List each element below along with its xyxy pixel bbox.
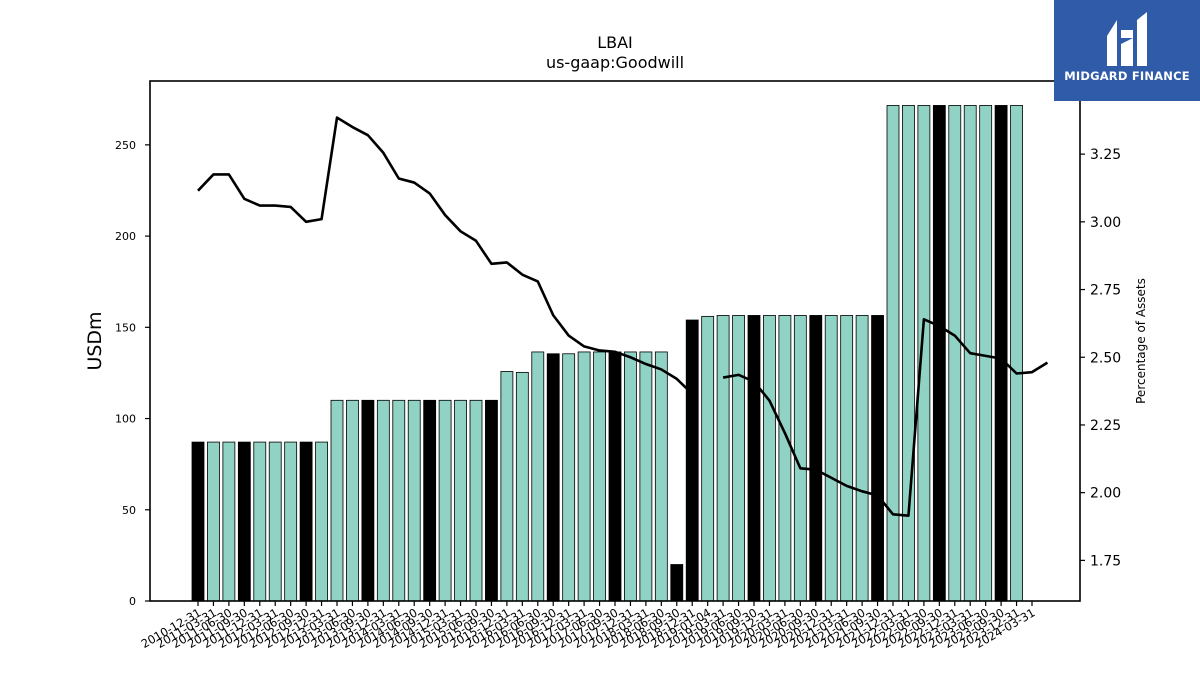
bar-2023-12-31 (1010, 105, 1023, 602)
y2-tick-label: 1.75 (1090, 553, 1121, 569)
chart-title: LBAI (597, 33, 633, 52)
bar-2022-03-31 (902, 105, 915, 602)
bar-2022-06-30 (917, 105, 931, 602)
bar-2017-12-31 (624, 351, 637, 602)
bar-2019-03-31 (716, 315, 730, 602)
y2-tick-label: 2.75 (1090, 283, 1121, 299)
bar-2017-03-31 (577, 351, 591, 602)
axes: 0 50 100 150 200 250 1.75 2.00 2.25 2.50 2.75 3.00 3… (115, 80, 1121, 651)
y-tick-label: 0 (129, 595, 136, 608)
bar-2016-06-30 (531, 351, 545, 602)
brand-name: MIDGARD FINANCE (1064, 69, 1190, 83)
bar-2013-12-31 (376, 399, 390, 602)
y-tick-label: 250 (115, 139, 136, 152)
bar-2015-09-30 (485, 399, 498, 602)
chart-subtitle: us-gaap:Goodwill (546, 53, 684, 72)
bar-2020-09-30 (809, 315, 823, 602)
bar-2019-12-31 (763, 315, 776, 602)
bar-2014-03-31 (392, 399, 406, 602)
bar-2017-09-30 (608, 351, 622, 602)
y2-axis-label: Percentage of Assets (1134, 278, 1148, 404)
bar-2020-03-31 (778, 315, 792, 602)
y2-tick-label: 3.00 (1090, 215, 1121, 231)
brand-logo: MIDGARD FINANCE (1054, 0, 1200, 101)
bar-2015-03-31 (454, 399, 467, 602)
bar-series (191, 105, 1023, 602)
bar-2013-09-30 (361, 399, 375, 602)
line-series (197, 116, 1049, 517)
bar-2021-09-30 (871, 315, 884, 602)
percentage-of-assets-line (197, 116, 1049, 517)
bar-2011-03-31 (207, 441, 220, 602)
bar-2022-12-31 (948, 105, 962, 602)
y2-tick-label: 2.25 (1090, 418, 1121, 434)
bar-2012-12-31 (315, 441, 328, 602)
bar-2011-12-31 (253, 441, 267, 602)
y-tick-label: 150 (115, 321, 136, 334)
bar-2015-06-30 (469, 399, 483, 602)
bar-2023-09-30 (994, 105, 1008, 602)
bar-2012-09-30 (299, 441, 313, 602)
bar-2013-03-31 (330, 399, 344, 602)
bar-2022-09-30 (932, 105, 946, 602)
bar-2017-06-30 (593, 351, 606, 602)
y-axis-label: USDm (84, 311, 106, 370)
bar-2014-09-30 (423, 399, 437, 602)
bar-2014-06-30 (407, 399, 421, 602)
bar-2014-12-31 (438, 399, 452, 602)
y-tick-label: 50 (122, 504, 136, 517)
bar-2019-09-30 (747, 315, 761, 602)
bar-2019-06-30 (732, 315, 745, 602)
bar-2011-09-30 (237, 441, 251, 602)
bar-2013-06-30 (346, 399, 359, 602)
bar-2018-06-30 (654, 351, 668, 602)
bar-2016-03-31 (515, 371, 529, 602)
bar-2018-12-31 (685, 319, 699, 602)
bar-2021-06-30 (855, 315, 869, 602)
bar-2012-06-30 (284, 441, 298, 602)
y2-tick-label: 2.00 (1090, 486, 1121, 502)
bar-2015-12-31 (500, 371, 514, 602)
bar-2019-01-04 (701, 315, 715, 602)
bar-2016-09-30 (546, 353, 560, 602)
bar-2011-06-30 (222, 441, 236, 602)
bar-2018-09-30 (670, 564, 684, 602)
y-tick-label: 200 (115, 230, 136, 243)
bar-2020-12-31 (824, 315, 838, 602)
bar-2021-03-31 (840, 315, 854, 602)
bar-2010-12-31 (191, 441, 205, 602)
bar-2018-03-31 (639, 351, 653, 602)
bar-2021-12-31 (886, 105, 900, 602)
y2-tick-label: 2.50 (1090, 350, 1121, 366)
y-tick-label: 100 (115, 413, 136, 426)
bar-2016-12-31 (562, 353, 576, 602)
bar-2012-03-31 (268, 441, 282, 602)
midgard-logo-icon (1107, 12, 1147, 66)
y2-tick-label: 3.25 (1090, 147, 1121, 163)
bar-2023-06-30 (979, 105, 993, 602)
